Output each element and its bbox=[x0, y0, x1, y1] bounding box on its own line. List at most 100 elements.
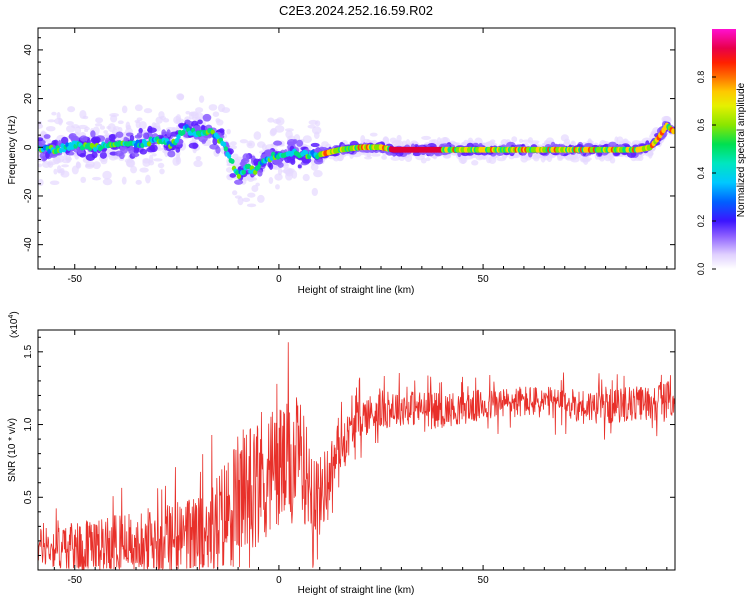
heatmap-cell-faint bbox=[396, 134, 402, 142]
heatmap-cell-faint bbox=[436, 137, 442, 147]
heatmap-cell-faint bbox=[420, 157, 427, 164]
heatmap-cell-body bbox=[136, 132, 143, 138]
heatmap-cell-faint bbox=[567, 155, 577, 160]
heatmap-cell-faint bbox=[321, 141, 329, 147]
heatmap-cell-faint bbox=[121, 176, 127, 185]
heatmap-cell-faint bbox=[520, 154, 529, 163]
colorbar-tick-label: 0.8 bbox=[696, 71, 706, 84]
heatmap-cell-faint bbox=[159, 168, 165, 175]
heatmap-cell-faint bbox=[471, 160, 479, 166]
heatmap-cell-faint bbox=[518, 138, 524, 143]
heatmap-cell-faint bbox=[92, 161, 101, 170]
heatmap-cell-body bbox=[43, 134, 51, 139]
colorbar-tick-label: 0.0 bbox=[696, 263, 706, 276]
heatmap-cell-faint bbox=[274, 173, 283, 181]
heatmap-cell-faint bbox=[311, 187, 318, 197]
heatmap-cell-faint bbox=[82, 115, 89, 120]
spectrogram-x-axis-label: Height of straight line (km) bbox=[298, 285, 415, 296]
heatmap-cell-faint bbox=[142, 158, 151, 167]
heatmap-cell-faint bbox=[267, 117, 275, 123]
heatmap-cell-faint bbox=[248, 142, 253, 147]
heatmap-cell-faint bbox=[49, 180, 60, 186]
heatmap-cell-faint bbox=[242, 197, 251, 203]
heatmap-cell-body bbox=[284, 155, 292, 163]
heatmap-cell-faint bbox=[51, 111, 57, 116]
heatmap-cell-body bbox=[215, 146, 221, 154]
heatmap-cell-faint bbox=[177, 93, 185, 101]
heatmap-cell-faint bbox=[225, 167, 233, 173]
heatmap-cell-faint bbox=[489, 139, 496, 144]
heatmap-cell-body bbox=[292, 139, 298, 144]
heatmap-cell-faint bbox=[421, 135, 432, 141]
heatmap-cell-faint bbox=[57, 169, 65, 174]
heatmap-cell-faint bbox=[99, 125, 106, 130]
heatmap-cell-faint bbox=[370, 153, 381, 157]
heatmap-cell-body bbox=[212, 137, 218, 146]
heatmap-cell-faint bbox=[560, 134, 569, 142]
heatmap-cell-faint bbox=[582, 157, 589, 165]
heatmap-cell-faint bbox=[246, 203, 257, 208]
heatmap-cell-faint bbox=[175, 118, 185, 124]
spectrogram-y-ticks: -40 -20 0 20 40 bbox=[23, 37, 675, 258]
heatmap-cell-faint bbox=[38, 178, 44, 187]
heatmap-cell-faint bbox=[45, 126, 56, 132]
colorbar-label: Normalized spectral amplitude bbox=[736, 82, 747, 217]
heatmap-cell-faint bbox=[369, 132, 378, 137]
heatmap-cell-faint bbox=[237, 196, 244, 206]
heatmap-cell-faint bbox=[614, 136, 619, 144]
y-tick-label: 20 bbox=[23, 93, 34, 105]
heatmap-cell-faint bbox=[425, 157, 431, 162]
heatmap-cell-faint bbox=[75, 162, 82, 169]
heatmap-cell-faint bbox=[151, 153, 157, 157]
colorbar: 0.0 0.2 0.4 0.6 0.8 Normalized spectral ampl… bbox=[696, 29, 747, 275]
colorbar-tick-label: 0.4 bbox=[696, 167, 706, 180]
heatmap-cell-faint bbox=[257, 194, 265, 203]
heatmap-cell-faint bbox=[61, 164, 69, 168]
snr-x-axis-label: Height of straight line (km) bbox=[298, 585, 415, 596]
heatmap-cell-body bbox=[310, 142, 320, 148]
heatmap-cell-body bbox=[139, 148, 148, 155]
snr-y-ticks: 0.5 1.0 1.5 bbox=[23, 336, 675, 556]
heatmap-cell-faint bbox=[442, 137, 449, 146]
heatmap-cell-faint bbox=[366, 151, 372, 158]
heatmap-cell-faint bbox=[56, 111, 61, 120]
x-tick-label: 50 bbox=[478, 274, 490, 285]
heatmap-cell-body bbox=[233, 179, 244, 185]
heatmap-cell-faint bbox=[215, 118, 221, 123]
heatmap-cell-body bbox=[175, 146, 181, 153]
heatmap-cell-faint bbox=[195, 107, 204, 113]
heatmap-cell-faint bbox=[117, 120, 124, 125]
heatmap-cell-body bbox=[79, 135, 88, 142]
heatmap-cell-faint bbox=[269, 128, 277, 137]
heatmap-cell-ridge bbox=[236, 173, 242, 179]
heatmap-cell-body bbox=[92, 139, 100, 145]
heatmap-cell-faint bbox=[162, 118, 170, 123]
heatmap-cell-faint bbox=[302, 135, 312, 144]
heatmap-cell-faint bbox=[63, 153, 68, 160]
heatmap-cell-faint bbox=[92, 176, 102, 181]
heatmap-cell-body bbox=[108, 134, 116, 141]
heatmap-cell-faint bbox=[193, 160, 203, 168]
heatmap-cell-body bbox=[200, 124, 206, 132]
heatmap-cell-ridge bbox=[58, 147, 64, 154]
snr-frame bbox=[37, 329, 676, 571]
heatmap-cell-faint bbox=[67, 106, 76, 113]
x-tick-label: -50 bbox=[68, 274, 83, 285]
spectrogram-y-axis-label: Frequency (Hz) bbox=[7, 116, 18, 185]
heatmap-cell-faint bbox=[327, 155, 338, 160]
heatmap-cell-ridge bbox=[223, 146, 229, 152]
colorbar-tick-label: 0.2 bbox=[696, 215, 706, 228]
colorbar-ticks: 0.0 0.2 0.4 0.6 0.8 bbox=[696, 71, 716, 276]
heatmap-cell-body bbox=[167, 150, 176, 158]
heatmap-cell-faint bbox=[46, 162, 57, 166]
heatmap-cell-faint bbox=[53, 155, 61, 165]
heatmap-cell-body bbox=[240, 159, 246, 167]
heatmap-cell-faint bbox=[185, 110, 191, 115]
y-tick-label: 0 bbox=[23, 144, 34, 150]
heatmap-cell-faint bbox=[268, 177, 274, 185]
snr-series-line bbox=[38, 342, 675, 570]
snr-y-multiplier-close: ) bbox=[9, 311, 20, 314]
heatmap-cell-faint bbox=[109, 113, 120, 117]
heatmap-cell-faint bbox=[94, 123, 103, 127]
